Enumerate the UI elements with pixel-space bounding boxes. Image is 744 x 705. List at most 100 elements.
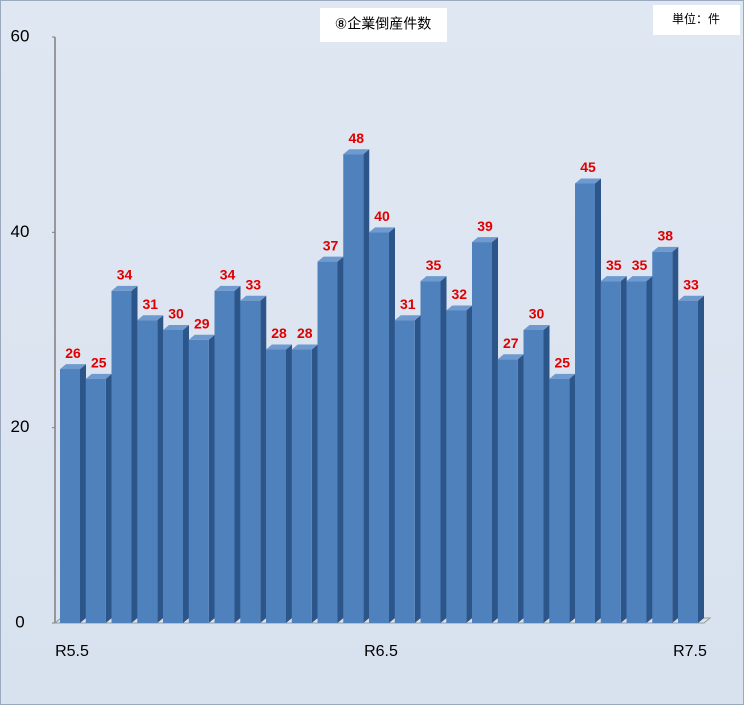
bar xyxy=(343,154,364,623)
bar-top xyxy=(111,285,138,291)
bar-top xyxy=(317,256,344,262)
bar xyxy=(137,320,158,623)
value-label: 48 xyxy=(348,130,364,146)
bar-top xyxy=(472,237,498,243)
value-label: 29 xyxy=(194,315,210,331)
bar-side xyxy=(363,149,370,623)
bar xyxy=(266,349,286,623)
bar xyxy=(163,330,183,623)
value-label: 33 xyxy=(245,276,261,292)
value-label: 40 xyxy=(374,208,390,224)
bar xyxy=(111,290,132,623)
value-label: 39 xyxy=(477,218,493,234)
value-label: 35 xyxy=(632,257,648,273)
unit-box xyxy=(653,5,740,35)
bar-side xyxy=(80,364,86,623)
bar-side xyxy=(157,315,164,623)
bar-top xyxy=(85,373,112,379)
bar xyxy=(549,378,570,623)
bar-top xyxy=(446,305,473,311)
y-tick-label: 40 xyxy=(11,222,30,241)
value-label: 28 xyxy=(297,325,313,341)
bar-top xyxy=(600,276,627,282)
bar-top xyxy=(137,315,164,321)
bar xyxy=(60,369,80,623)
value-label: 33 xyxy=(683,276,699,292)
bar xyxy=(394,320,415,623)
x-tick-label: R5.5 xyxy=(55,643,89,660)
bar-side xyxy=(131,285,138,623)
bar xyxy=(317,261,338,623)
y-tick-label: 60 xyxy=(11,26,30,45)
value-label: 30 xyxy=(529,306,545,322)
value-label: 28 xyxy=(271,325,287,341)
bar-side xyxy=(260,295,267,623)
x-tick-label: R6.5 xyxy=(364,643,398,660)
bar xyxy=(523,330,544,623)
bar xyxy=(626,281,647,623)
bar xyxy=(214,290,235,623)
bar-top xyxy=(214,285,241,291)
value-label: 31 xyxy=(400,296,416,312)
bar-top xyxy=(291,344,318,350)
bar-side xyxy=(595,178,601,623)
bar xyxy=(575,183,595,623)
bar-top xyxy=(575,178,601,184)
bar xyxy=(188,339,209,623)
bar-top xyxy=(60,364,86,370)
bar-top xyxy=(394,315,421,321)
value-label: 38 xyxy=(657,228,673,244)
bar xyxy=(600,281,621,623)
y-tick-label: 20 xyxy=(11,417,30,436)
bar xyxy=(85,378,106,623)
bar-side xyxy=(620,276,627,623)
bar-top xyxy=(240,295,267,301)
bar-side xyxy=(440,276,447,623)
value-label: 31 xyxy=(142,296,158,312)
bar-side xyxy=(337,256,344,623)
value-label: 37 xyxy=(323,237,339,253)
value-label: 34 xyxy=(220,267,236,283)
bar xyxy=(652,251,673,623)
bar-side xyxy=(517,354,524,623)
bar-top xyxy=(266,344,292,350)
value-label: 25 xyxy=(554,355,570,371)
bar-side xyxy=(389,227,395,624)
bar-top xyxy=(523,325,550,330)
y-tick-label: 0 xyxy=(15,612,24,631)
bar-side xyxy=(569,373,576,623)
value-label: 26 xyxy=(65,345,81,361)
bar xyxy=(472,242,492,623)
title-box xyxy=(320,8,447,42)
bar-top xyxy=(188,334,215,340)
bar-side xyxy=(672,246,679,623)
value-label: 32 xyxy=(451,286,467,302)
bar-top xyxy=(343,149,370,155)
bar-side xyxy=(183,325,189,623)
bar xyxy=(420,281,441,623)
bar-side xyxy=(492,237,498,623)
bar-side xyxy=(466,305,473,623)
bar-top xyxy=(678,295,704,301)
value-label: 34 xyxy=(117,267,133,283)
bar-side xyxy=(105,373,112,623)
bar-top xyxy=(652,246,679,252)
bar xyxy=(678,300,698,623)
value-label: 30 xyxy=(168,306,184,322)
bar-top xyxy=(626,276,653,282)
bar-top xyxy=(549,373,576,379)
value-label: 25 xyxy=(91,355,107,371)
value-label: 35 xyxy=(606,257,622,273)
chart-title: ⑧企業倒産件数 xyxy=(335,16,432,32)
bar-side xyxy=(208,334,215,623)
bar-side xyxy=(414,315,421,623)
bar xyxy=(497,359,518,623)
bar-side xyxy=(234,285,241,623)
bar xyxy=(369,232,389,624)
bar xyxy=(240,300,261,623)
bar-top xyxy=(369,227,395,233)
bar-top xyxy=(163,325,189,330)
value-label: 27 xyxy=(503,335,519,351)
bar-side xyxy=(286,344,292,623)
